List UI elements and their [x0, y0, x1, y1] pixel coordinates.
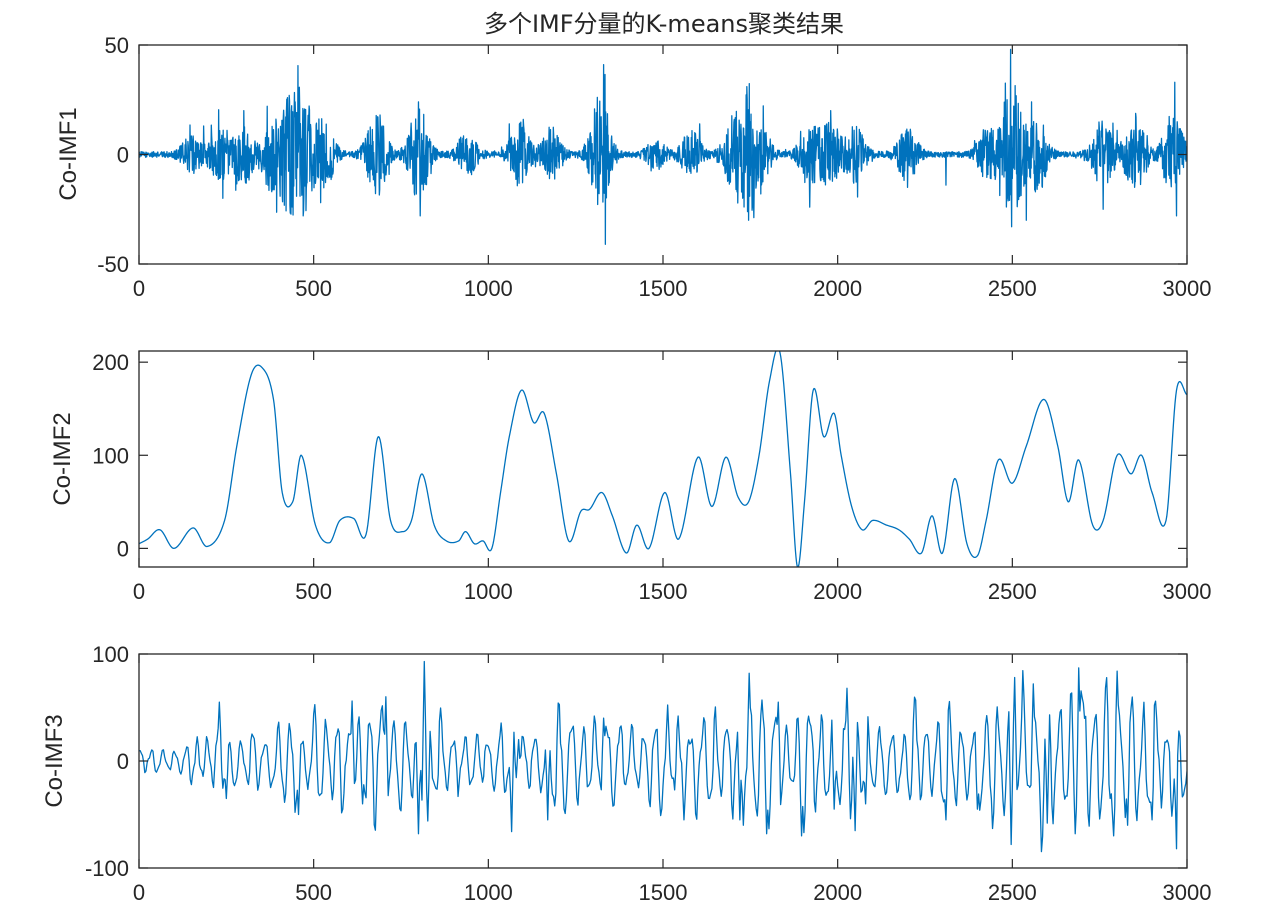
series-line-3-1 [139, 660, 1187, 853]
x-tick-label: 500 [295, 276, 332, 301]
series-line-2-1 [139, 351, 1187, 567]
y-tick-label: 0 [117, 143, 129, 168]
axes-frame-2 [138, 350, 1188, 568]
y-tick-label: -100 [85, 856, 129, 881]
y-tick-label: 100 [92, 443, 129, 468]
x-tick-label: 3000 [1163, 880, 1212, 905]
y-tick-label: 100 [92, 642, 129, 667]
x-tick-label: 3000 [1163, 579, 1212, 604]
series-line-1-1 [139, 48, 1187, 245]
x-tick-label: 1500 [639, 579, 688, 604]
x-tick-label: 500 [295, 579, 332, 604]
x-tick-label: 1000 [464, 579, 513, 604]
y-tick-label: -50 [97, 252, 129, 277]
x-tick-label: 2000 [813, 880, 862, 905]
x-tick-label: 2500 [988, 579, 1037, 604]
y-tick-label: 50 [105, 33, 129, 58]
y-tick-label: 0 [117, 749, 129, 774]
y-tick-label: 0 [117, 536, 129, 561]
y-axis-label-2: Co-IMF2 [49, 412, 76, 505]
chart-title: 多个IMF分量的K-means聚类结果 [484, 10, 844, 38]
y-axis-label-1: Co-IMF1 [55, 107, 82, 200]
x-tick-label: 1500 [639, 880, 688, 905]
x-tick-label: 0 [133, 579, 145, 604]
x-tick-label: 2000 [813, 579, 862, 604]
y-tick-label: 200 [92, 350, 129, 375]
x-tick-label: 1000 [464, 880, 513, 905]
x-tick-label: 2500 [988, 880, 1037, 905]
x-tick-label: 0 [133, 880, 145, 905]
x-tick-label: 0 [133, 276, 145, 301]
x-tick-label: 3000 [1163, 276, 1212, 301]
x-tick-label: 500 [295, 880, 332, 905]
x-tick-label: 2000 [813, 276, 862, 301]
x-tick-label: 2500 [988, 276, 1037, 301]
y-axis-label-3: Co-IMF3 [41, 714, 68, 807]
x-tick-label: 1000 [464, 276, 513, 301]
x-tick-label: 1500 [639, 276, 688, 301]
subplot-2: Co-IMF2 0 500 1000 1500 2000 2500 3000 0 100 200 [49, 350, 1212, 604]
axes-frame-3 [138, 653, 1188, 869]
